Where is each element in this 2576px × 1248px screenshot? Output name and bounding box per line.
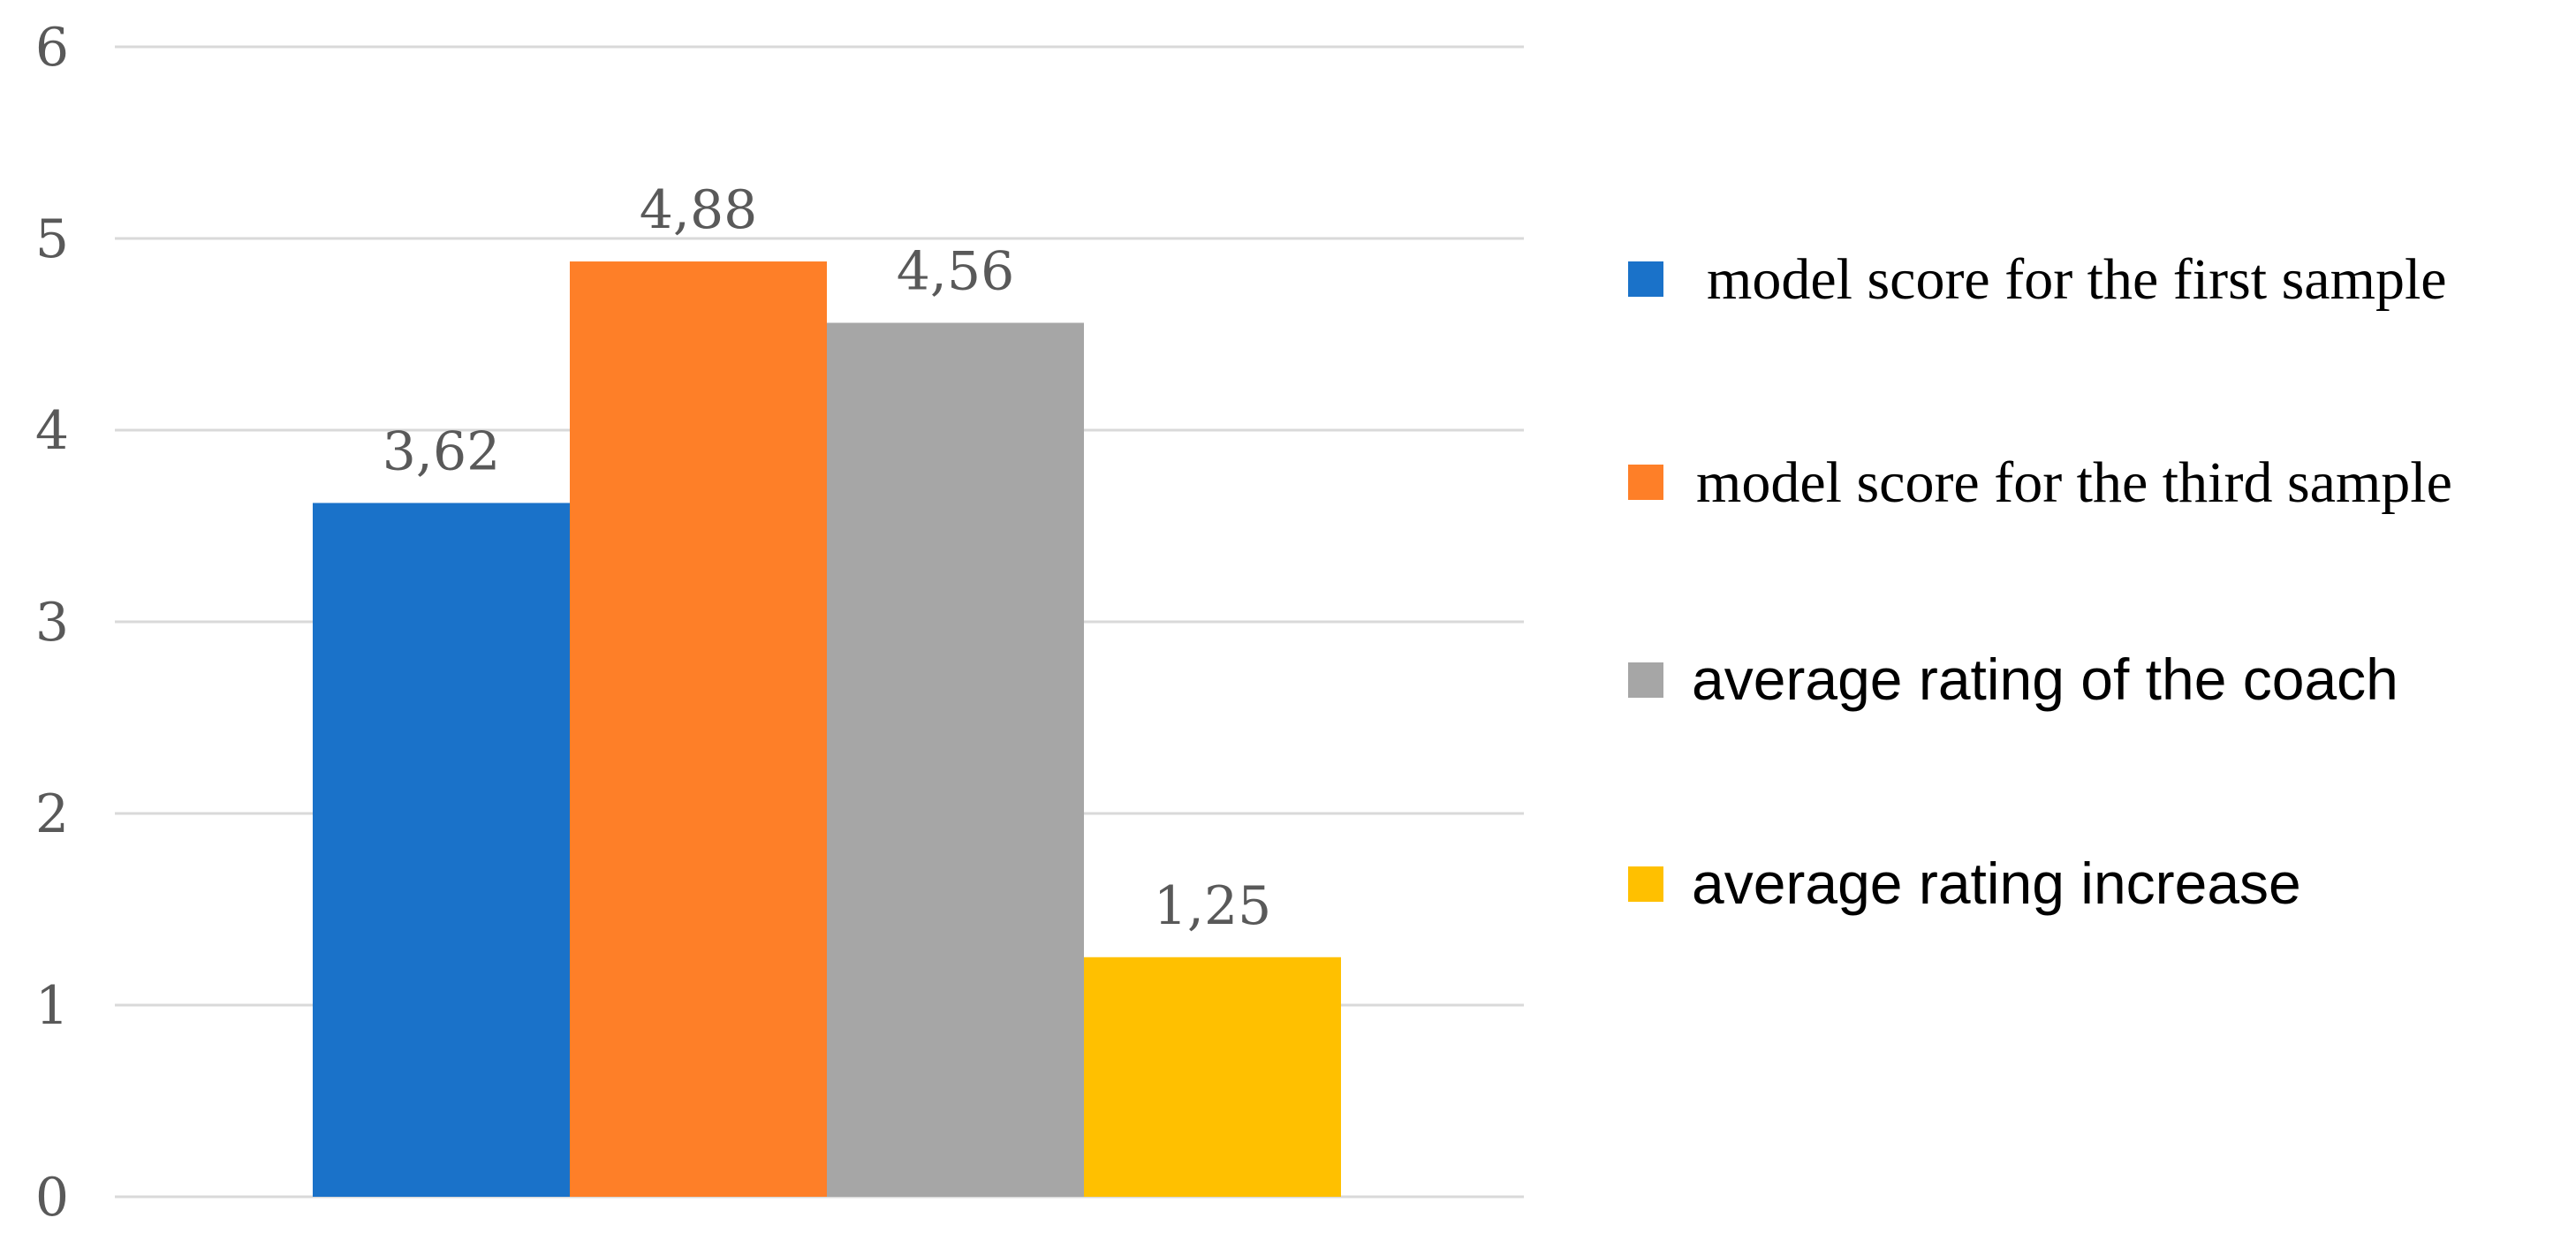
y-tick-label-3: 3 [35, 592, 69, 654]
legend: model score for the first sample model sc… [1628, 247, 2452, 916]
data-label-0: 3,62 [383, 420, 501, 482]
data-label-1: 4,88 [640, 179, 758, 241]
bar-3 [1084, 957, 1341, 1197]
bars [313, 261, 1341, 1198]
y-tick-label-5: 5 [35, 208, 69, 270]
data-label-3: 1,25 [1154, 875, 1272, 937]
y-tick-label-4: 4 [35, 400, 69, 462]
y-tick-label-2: 2 [35, 783, 69, 845]
y-tick-label-0: 0 [35, 1167, 69, 1229]
data-label-2: 4,56 [897, 240, 1015, 302]
bar-0 [313, 503, 570, 1197]
legend-label-3: average rating increase [1692, 851, 2301, 916]
y-tick-label-6: 6 [35, 17, 69, 79]
legend-label-2: average rating of the coach [1692, 647, 2398, 712]
legend-swatch-3 [1628, 866, 1663, 902]
bar-1 [570, 261, 827, 1197]
legend-swatch-0 [1628, 261, 1663, 297]
data-labels: 3,62 4,88 4,56 1,25 [383, 179, 1272, 937]
y-axis-ticks: 0 1 2 3 4 5 6 [35, 17, 69, 1229]
y-tick-label-1: 1 [35, 975, 69, 1037]
legend-swatch-1 [1628, 465, 1663, 500]
bar-2 [827, 322, 1084, 1198]
legend-label-0: model score for the first sample [1707, 247, 2447, 312]
legend-swatch-2 [1628, 662, 1663, 698]
legend-label-1: model score for the third sample [1696, 450, 2452, 515]
